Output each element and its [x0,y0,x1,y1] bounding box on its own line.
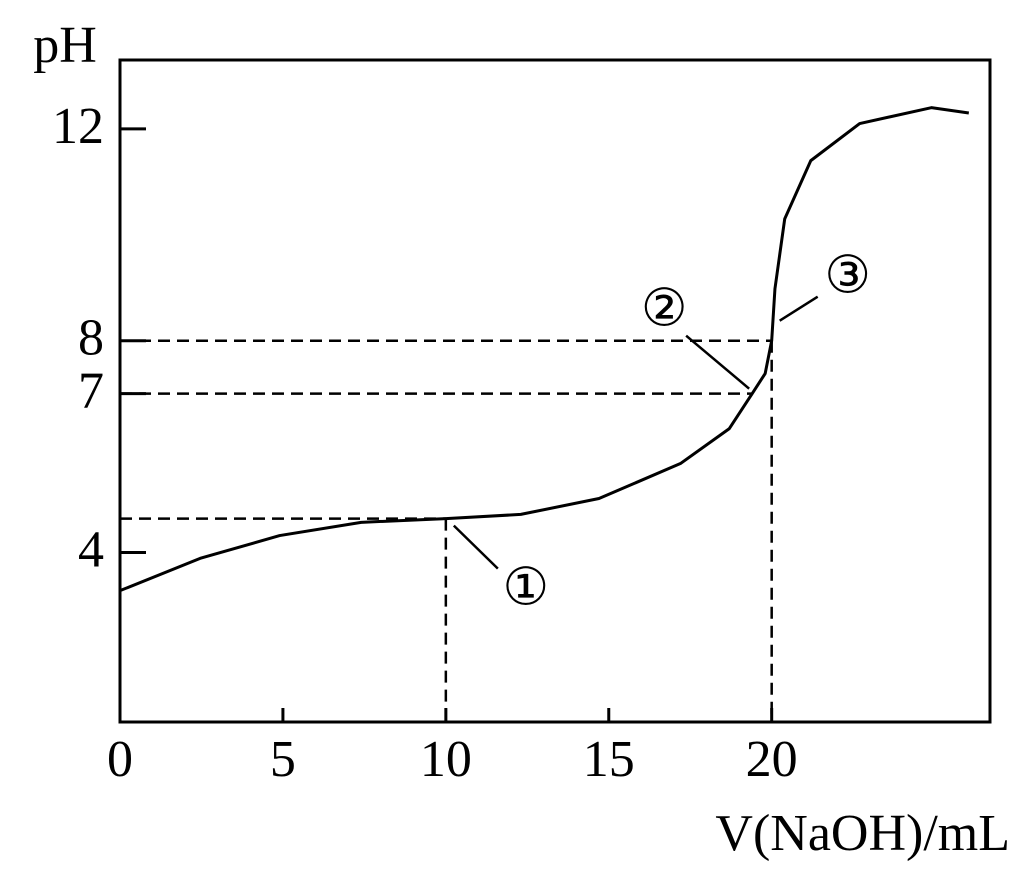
x-tick-label: 10 [420,731,472,788]
plot-frame [118,58,992,724]
annotation: ① [503,560,550,617]
x-axis-label: V(NaOH)/mL [715,805,1010,862]
leader-line [685,334,750,390]
y-tick-label: 4 [78,521,104,578]
y-tick-label: 7 [78,363,104,420]
x-tick-label: 20 [746,731,798,788]
curve [119,106,970,593]
x-tick-label: 15 [583,731,635,788]
y-axis-label: pH [33,17,97,74]
leader-line [779,295,819,322]
x-tick-label: 5 [270,731,296,788]
x-tick-label: 0 [107,731,133,788]
leader-line [452,524,499,570]
y-tick-label: 8 [78,310,104,367]
y-tick-label: 12 [52,98,104,155]
annotation: ② [641,281,688,338]
annotation: ③ [824,248,871,305]
